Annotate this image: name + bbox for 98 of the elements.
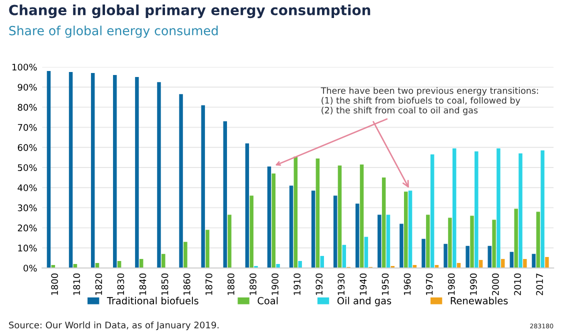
- x-tick-label: 1870: [205, 273, 212, 295]
- y-tick-label: 0%: [24, 264, 37, 272]
- bar: [320, 256, 324, 268]
- x-tick-label: 1890: [250, 273, 256, 295]
- bar: [338, 165, 342, 268]
- bar: [157, 82, 161, 268]
- y-tick-label: 70%: [18, 124, 37, 131]
- y-tick-label: 50%: [18, 164, 37, 172]
- bar: [90, 73, 95, 268]
- x-tick-label: 1950: [382, 273, 389, 295]
- y-tick-label: 60%: [18, 144, 37, 151]
- bar: [206, 230, 210, 268]
- y-tick-label: 20%: [18, 224, 37, 232]
- bar: [532, 254, 536, 268]
- bar: [378, 214, 382, 268]
- chart-subtitle: Share of global energy consumed: [9, 26, 218, 38]
- legend-label: Traditional biofuels: [106, 296, 198, 304]
- x-tick-label: 1860: [183, 273, 190, 295]
- x-tick-label: 1930: [338, 273, 345, 295]
- bar: [342, 244, 346, 268]
- bar: [311, 190, 316, 268]
- y-tick-label: 90%: [18, 84, 37, 91]
- bar: [223, 121, 227, 268]
- bar: [298, 260, 302, 268]
- bar: [518, 153, 522, 268]
- bar: [488, 246, 492, 268]
- bar: [386, 214, 390, 268]
- bar: [184, 242, 188, 268]
- bar: [510, 252, 514, 268]
- bar: [356, 204, 360, 268]
- bar: [523, 258, 527, 268]
- legend-label: Renewables: [450, 296, 508, 304]
- bar: [382, 178, 386, 268]
- x-tick-label: 1990: [470, 273, 477, 295]
- bar: [496, 148, 500, 268]
- x-tick-label: 1920: [316, 273, 323, 295]
- source-note: Source: Our World in Data, as of January 2019.: [9, 321, 219, 330]
- bar: [404, 192, 408, 268]
- bar: [135, 77, 139, 268]
- bar: [272, 174, 276, 268]
- y-tick-label: 30%: [18, 204, 37, 212]
- bar: [68, 72, 73, 268]
- bar: [466, 246, 470, 268]
- bar: [294, 156, 298, 268]
- bar: [201, 105, 205, 268]
- bar: [267, 166, 272, 268]
- bar: [400, 224, 404, 268]
- bar: [250, 196, 254, 268]
- x-tick-label: 1900: [272, 273, 278, 295]
- bar: [448, 218, 452, 268]
- y-tick-label: 10%: [18, 244, 37, 252]
- x-tick-label: 1960: [404, 273, 411, 295]
- chart-title: Change in global primary energy consumption: [9, 4, 370, 18]
- legend-label: Coal: [258, 296, 278, 304]
- bar: [408, 190, 412, 268]
- x-tick-label: 1880: [228, 273, 234, 295]
- bar: [492, 220, 496, 268]
- y-tick-label: 100%: [12, 64, 37, 71]
- bar: [426, 214, 430, 268]
- y-tick-label: 40%: [18, 184, 37, 192]
- bar: [430, 154, 434, 268]
- x-tick-label: 1840: [139, 273, 146, 295]
- bar: [452, 148, 456, 268]
- x-tick-label: 2010: [514, 273, 521, 296]
- x-tick-label: 2017: [536, 274, 543, 296]
- bar: [289, 186, 294, 268]
- legend-label: Oil and gas: [337, 296, 392, 306]
- bar: [316, 158, 320, 268]
- x-tick-label: 1910: [294, 273, 300, 295]
- x-tick-label: 1970: [426, 273, 433, 295]
- x-tick-label: 1980: [448, 273, 455, 295]
- bar: [113, 75, 117, 268]
- bar: [360, 164, 364, 268]
- bar: [474, 151, 478, 268]
- bar: [333, 196, 338, 268]
- bar: [276, 264, 280, 268]
- x-tick-label: 1940: [360, 273, 367, 295]
- x-tick-label: 1810: [73, 273, 80, 295]
- bar: [545, 256, 549, 268]
- x-tick-label: 1830: [117, 273, 124, 295]
- x-tick-label: 1850: [161, 273, 168, 295]
- bar: [444, 244, 448, 268]
- annotation: There have been two previous energy transitions: (1) the shift from biofuels to coal, followed by (2) the shift from coal to oil and gas: [320, 87, 538, 116]
- bar: [162, 254, 166, 268]
- bar: [536, 212, 540, 268]
- bar: [46, 71, 51, 268]
- bar: [514, 208, 518, 268]
- bar: [245, 143, 250, 268]
- bar: [364, 236, 368, 268]
- y-tick-label: 80%: [18, 104, 37, 111]
- bar: [470, 216, 474, 268]
- bar: [422, 238, 426, 268]
- x-tick-label: 2000: [492, 273, 499, 296]
- bar: [179, 94, 183, 268]
- x-tick-label: 1800: [51, 273, 58, 295]
- bar: [228, 214, 232, 268]
- bar: [540, 150, 544, 268]
- x-tick-label: 1820: [95, 273, 102, 295]
